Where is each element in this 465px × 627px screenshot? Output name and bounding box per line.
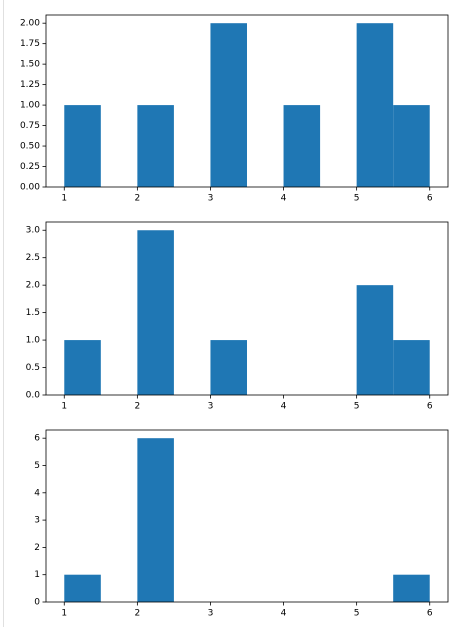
x-tick-label: 5 <box>354 402 360 412</box>
y-tick-label: 5 <box>34 461 40 471</box>
y-tick-label: 2 <box>34 543 40 553</box>
x-tick-label: 1 <box>61 194 67 204</box>
y-tick-label: 2.00 <box>20 19 40 29</box>
x-tick-label: 4 <box>281 609 287 619</box>
bar <box>64 574 101 602</box>
y-tick-label: 0.50 <box>20 142 40 152</box>
x-tick-label: 6 <box>427 194 433 204</box>
y-tick-label: 0.00 <box>20 183 40 193</box>
y-tick-label: 6 <box>34 434 40 444</box>
x-tick-label: 3 <box>208 402 214 412</box>
x-tick-label: 2 <box>134 402 140 412</box>
y-tick-label: 2.5 <box>26 253 40 263</box>
y-tick-label: 1.50 <box>20 60 40 70</box>
x-tick-label: 3 <box>208 194 214 204</box>
x-tick-label: 3 <box>208 609 214 619</box>
bar <box>356 285 394 395</box>
bar <box>137 230 174 395</box>
y-tick-label: 3.0 <box>26 226 41 236</box>
bar <box>356 23 394 187</box>
bar <box>137 438 174 602</box>
y-tick-label: 1.0 <box>26 336 41 346</box>
bar <box>137 105 174 187</box>
bar <box>283 105 321 187</box>
bar <box>393 105 430 187</box>
y-tick-label: 0.25 <box>20 162 40 172</box>
x-tick-label: 5 <box>354 609 360 619</box>
axes-frame <box>45 429 449 603</box>
y-tick-label: 3 <box>34 516 40 526</box>
y-tick-label: 1.75 <box>20 39 40 49</box>
axes-frame <box>45 221 449 396</box>
bar <box>393 574 430 602</box>
y-tick-label: 4 <box>34 488 40 498</box>
x-tick-label: 6 <box>427 402 433 412</box>
y-tick-label: 2.0 <box>26 281 41 291</box>
bar <box>393 340 430 395</box>
y-tick-label: 0.0 <box>26 391 41 401</box>
x-tick-label: 6 <box>427 609 433 619</box>
y-tick-label: 1.25 <box>20 80 40 90</box>
x-tick-label: 5 <box>354 194 360 204</box>
x-tick-label: 1 <box>61 609 67 619</box>
y-tick-label: 0 <box>34 598 40 608</box>
x-tick-label: 2 <box>134 609 140 619</box>
axes-frame <box>45 14 449 188</box>
y-tick-label: 1.00 <box>20 101 40 111</box>
x-tick-label: 4 <box>281 194 287 204</box>
y-tick-label: 1.5 <box>26 308 40 318</box>
y-tick-label: 1 <box>34 570 40 580</box>
x-tick-label: 2 <box>134 194 140 204</box>
bar <box>64 340 101 395</box>
y-tick-label: 0.5 <box>26 363 40 373</box>
bar <box>64 105 101 187</box>
bar <box>210 23 247 187</box>
y-tick-label: 0.75 <box>20 121 40 131</box>
x-tick-label: 4 <box>281 402 287 412</box>
bar <box>210 340 247 395</box>
x-tick-label: 1 <box>61 402 67 412</box>
